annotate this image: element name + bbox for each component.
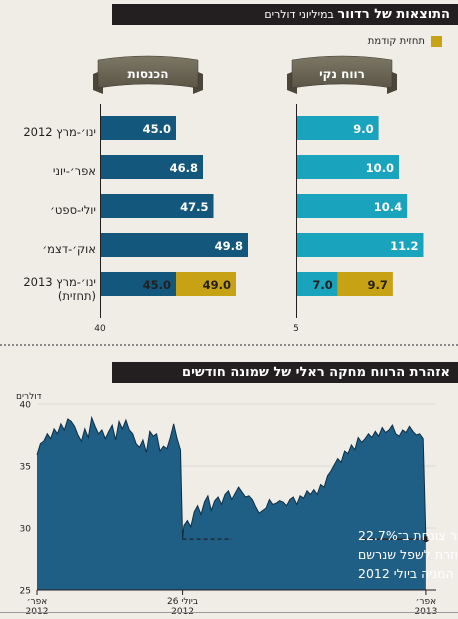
revenue-bar-label-3: 49.8 [215,239,243,253]
y-tick-label: 25 [20,587,31,597]
price-area-fill [37,417,426,590]
annotation: רדוור צונחת ב־22.7% וחוזרת לשפל שנרשם בשער… [182,528,458,581]
section-divider [0,344,458,346]
top-header-title: התוצאות של רדוור [337,7,450,22]
profit-forecast-label: 9.7 [368,278,388,292]
annotation-text-line-2: וחוזרת לשפל שנרשם [358,547,458,562]
legend-swatch-prior-forecast [431,36,442,47]
profit-bar-1 [297,155,399,179]
profit-bar-label-1: 10.0 [366,161,394,175]
profit-bar-2 [297,194,408,218]
revenue-chart-title: הכנסות [128,67,169,81]
revenue-bar-0 [101,116,176,140]
legend: תחזית קודמת [368,36,442,47]
row-label-q4-2012: אוק׳-דצמ׳ [42,242,96,256]
bottom-rule [0,612,458,613]
revenue-bar-2 [101,194,214,218]
top-header-bar: התוצאות של רדוור במיליוני דולרים [112,4,458,25]
profit-bar-0 [297,116,379,140]
x-tick-label-line1: 26 ביולי [167,597,198,607]
revenue-bar-label-0: 45.0 [143,122,171,136]
row-label-q2-2012: אפר׳-יוני [52,164,96,178]
profit-bars: 9.0 10.0 10.4 11.2 7.0 9.7 [297,116,424,296]
top-header-subtitle: במיליוני דולרים [264,8,338,21]
revenue-bar-1 [101,155,203,179]
profit-bar-label-3: 11.2 [390,239,418,253]
line-chart-title: אזהרת הרווח מחקה ראלי של שמונה חודשים [182,365,450,380]
revenue-bar-4 [101,272,176,296]
revenue-forecast-label: 49.0 [203,278,231,292]
row-label-q3-2012: יולי-ספט׳ [50,203,96,217]
profit-forecast-bar [337,272,393,296]
annotation-text-line-3: בשער המניה ביולי 2012 [358,566,458,581]
revenue-bars: 45.0 46.8 47.5 49.8 45.0 49.0 [101,116,248,296]
row-label-q1-2013-forecast: ינו׳-מרץ 2013 (תחזית) [23,275,96,303]
profit-chart-title: רווח נקי [319,67,365,81]
row-label-q1-2012: ינו׳-מרץ 2012 [23,125,96,139]
profit-axis-min-label: 5 [293,324,299,334]
price-line [36,415,427,540]
revenue-bar-label-4: 45.0 [143,278,171,292]
line-chart-ylabel: דולרים [16,392,42,402]
line-chart-header-bar: אזהרת הרווח מחקה ראלי של שמונה חודשים [112,362,458,383]
revenue-axis-min-label: 40 [94,324,106,334]
bar-charts: הכנסות רווח נקי 40 5 45.046.847.549.845.… [93,55,424,334]
x-tick-label-line1: אפר׳ [27,597,47,607]
profit-bar-3 [297,233,424,257]
y-tick-label: 35 [20,463,31,473]
revenue-ribbon: הכנסות [93,55,203,94]
revenue-bar-label-2: 47.5 [180,200,208,214]
profit-bar-label-0: 9.0 [353,122,373,136]
profit-ribbon: רווח נקי [287,55,397,94]
profit-bar-label-2: 10.4 [374,200,402,214]
y-tick-label: 40 [20,401,32,411]
revenue-bar-label-1: 46.8 [170,161,198,175]
y-tick-label: 30 [20,525,32,535]
profit-bar-4 [297,272,338,296]
profit-bar-label-4: 7.0 [312,278,332,292]
annotation-text-line-1: רדוור צונחת ב־22.7% [358,528,458,543]
annotation-dot [422,536,429,543]
x-tick-label-line1: אפר׳ [416,597,436,607]
price-area [36,415,427,590]
legend-label-prior-forecast: תחזית קודמת [367,36,425,47]
revenue-forecast-bar [176,272,236,296]
revenue-bar-3 [101,233,248,257]
